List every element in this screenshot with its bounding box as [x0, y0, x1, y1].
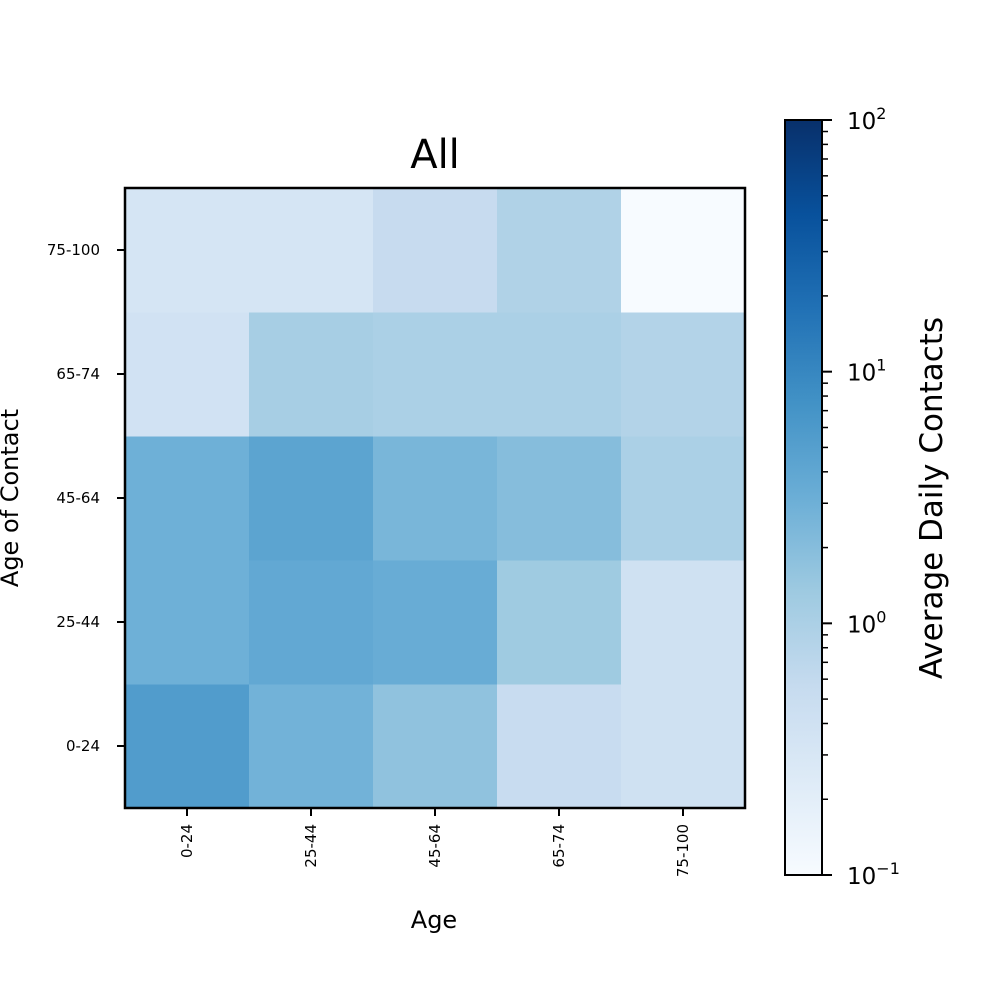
heatmap-cell [621, 312, 746, 437]
y-tick-label: 0-24 [66, 737, 100, 755]
y-axis-label: Age of Contact [0, 409, 24, 587]
heatmap-cell [497, 188, 622, 313]
heatmap-cell [125, 684, 250, 809]
chart-title: All [410, 132, 460, 178]
y-tick-label: 45-64 [56, 489, 100, 507]
colorbar-tick-label: 101 [847, 356, 886, 387]
x-tick-label: 45-64 [426, 824, 444, 868]
y-axis: 0-24 25-44 45-64 65-74 75-100 [47, 241, 125, 755]
heatmap-cell [249, 684, 374, 809]
colorbar-tick-label: 10−1 [847, 859, 900, 890]
heatmap-cell [373, 312, 498, 437]
y-tick-label: 75-100 [47, 241, 100, 259]
colorbar [784, 119, 823, 876]
heatmap-cell [497, 436, 622, 561]
x-tick-label: 65-74 [550, 824, 568, 868]
heatmap-cell [497, 312, 622, 437]
colorbar-label: Average Daily Contacts [914, 317, 950, 679]
heatmap-cell [621, 436, 746, 561]
heatmap-cell [373, 188, 498, 313]
heatmap-cell [373, 436, 498, 561]
colorbar-tick-label: 102 [847, 104, 886, 135]
x-axis-label: Age [411, 906, 457, 934]
heatmap-cells [125, 188, 746, 809]
heatmap-cell [373, 684, 498, 809]
heatmap-cell [249, 312, 374, 437]
heatmap-cell [373, 560, 498, 685]
heatmap-cell [249, 436, 374, 561]
heatmap-cell [621, 684, 746, 809]
heatmap-cell [125, 436, 250, 561]
x-axis: 0-24 25-44 45-64 65-74 75-100 [178, 808, 692, 877]
colorbar-ticks: 10−1 100 101 102 [822, 104, 900, 890]
heatmap-cell [621, 188, 746, 313]
colorbar-tick-label: 100 [847, 607, 886, 638]
heatmap-cell [125, 560, 250, 685]
heatmap-cell [497, 560, 622, 685]
heatmap-cell [125, 312, 250, 437]
heatmap-cell [249, 560, 374, 685]
heatmap-cell [497, 684, 622, 809]
y-tick-label: 25-44 [56, 613, 100, 631]
y-tick-label: 65-74 [56, 365, 100, 383]
heatmap-cell [125, 188, 250, 313]
x-tick-label: 75-100 [674, 824, 692, 877]
heatmap-cell [249, 188, 374, 313]
x-tick-label: 25-44 [302, 824, 320, 868]
heatmap-cell [621, 560, 746, 685]
x-tick-label: 0-24 [178, 824, 196, 858]
